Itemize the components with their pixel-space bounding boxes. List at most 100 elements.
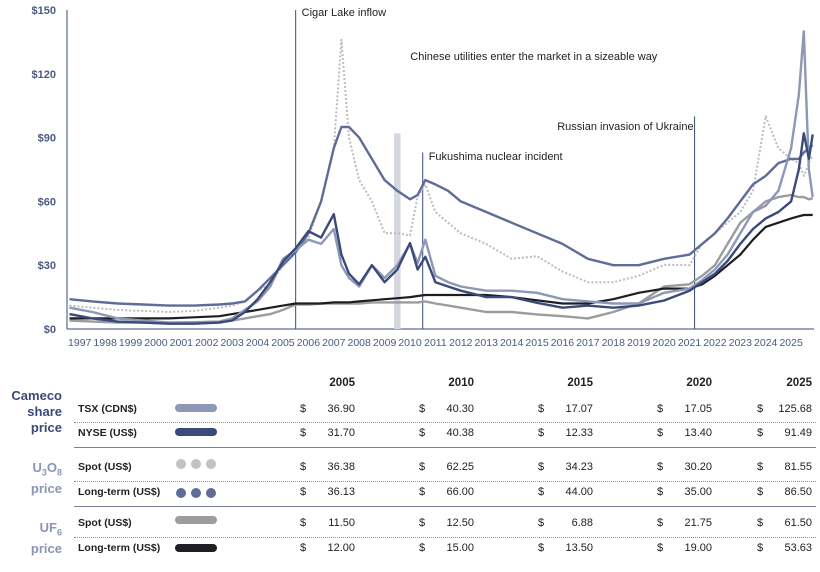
- x-tick-label: 2010: [398, 337, 422, 349]
- value-number: 6.88: [571, 517, 593, 529]
- value-number: 62.25: [446, 461, 474, 473]
- group-label-uf6: UF6 price: [0, 520, 62, 557]
- value-number: 40.38: [446, 427, 474, 439]
- x-tick-label: 2000: [144, 337, 168, 349]
- value-number: 86.50: [784, 486, 812, 498]
- value-cell: $91.49: [757, 427, 812, 441]
- value-cell: $11.50: [300, 517, 355, 531]
- x-tick-label: 2023: [729, 337, 753, 349]
- value-number: 91.49: [784, 427, 812, 439]
- group-label-cameco-line1: Cameco: [11, 388, 62, 403]
- x-tick-label: 2007: [322, 337, 346, 349]
- swatch-uf6-spot: [175, 516, 217, 524]
- x-tick-label: 2019: [627, 337, 651, 349]
- value-number: 30.20: [684, 461, 712, 473]
- value-number: 125.68: [778, 403, 812, 415]
- x-tick-label: 2018: [602, 337, 626, 349]
- x-tick-label: 2022: [703, 337, 727, 349]
- year-header-2020: 2020: [686, 377, 712, 389]
- value-number: 21.75: [684, 517, 712, 529]
- currency-symbol: $: [538, 517, 545, 529]
- annotation-label: Chinese utilities enter the market in a …: [410, 51, 658, 63]
- value-cell: $35.00: [657, 486, 712, 500]
- x-tick-label: 2004: [246, 337, 270, 349]
- value-number: 12.33: [565, 427, 593, 439]
- currency-symbol: $: [300, 427, 307, 439]
- group-label-uf6-line1: UF6: [0, 520, 62, 541]
- group-label-cameco-line3: price: [30, 420, 62, 435]
- swatch-u3o8-longterm-dot-1: [176, 488, 186, 498]
- swatch-u3o8-longterm-dot-2: [191, 488, 201, 498]
- swatch-u3o8-longterm-dot-3: [206, 488, 216, 498]
- y-tick-label: $30: [38, 260, 56, 272]
- x-tick-label: 2014: [500, 337, 524, 349]
- swatch-u3o8-spot-dot-3: [206, 459, 216, 469]
- x-tick-label: 2005: [271, 337, 295, 349]
- x-tick-label: 2016: [551, 337, 575, 349]
- swatch-uf6-longterm: [175, 544, 217, 552]
- row-divider-uf6: [74, 537, 816, 538]
- x-tick-label: 1999: [119, 337, 143, 349]
- currency-symbol: $: [757, 517, 764, 529]
- group-label-u3o8: U3O8 price: [0, 460, 62, 497]
- series-line-uf6-spot-us-: [69, 193, 814, 324]
- value-number: 66.00: [446, 486, 474, 498]
- row-label-u3o8-longterm: Long-term (US$): [78, 486, 161, 498]
- row-divider-cameco: [74, 422, 816, 423]
- currency-symbol: $: [538, 461, 545, 473]
- currency-symbol: $: [657, 542, 664, 554]
- group-label-u3o8-line2: price: [30, 480, 62, 496]
- year-header-2010: 2010: [448, 377, 474, 389]
- value-cell: $12.00: [300, 542, 355, 556]
- value-cell: $12.33: [538, 427, 593, 441]
- currency-symbol: $: [419, 427, 426, 439]
- row-divider-u3o8: [74, 481, 816, 482]
- y-tick-label: $90: [38, 133, 56, 145]
- value-cell: $13.50: [538, 542, 593, 556]
- y-tick-label: $60: [38, 196, 56, 208]
- row-label-tsx: TSX (CDN$): [78, 403, 137, 415]
- annotation-label: Cigar Lake inflow: [302, 7, 386, 19]
- value-number: 13.50: [565, 542, 593, 554]
- value-number: 36.38: [327, 461, 355, 473]
- year-header-2005: 2005: [329, 377, 355, 389]
- value-cell: $13.40: [657, 427, 712, 441]
- value-cell: $40.38: [419, 427, 474, 441]
- swatch-nyse: [175, 428, 217, 436]
- series-line-u3o8-spot-us-: [69, 38, 814, 313]
- value-cell: $19.00: [657, 542, 712, 556]
- annotation-label: Fukushima nuclear incident: [429, 151, 563, 163]
- value-cell: $17.05: [657, 403, 712, 417]
- u3o8-sub8: 8: [56, 467, 62, 478]
- annotation-band: [394, 133, 401, 329]
- value-number: 15.00: [446, 542, 474, 554]
- currency-symbol: $: [538, 542, 545, 554]
- currency-symbol: $: [657, 461, 664, 473]
- value-cell: $62.25: [419, 461, 474, 475]
- currency-symbol: $: [419, 403, 426, 415]
- value-number: 61.50: [784, 517, 812, 529]
- currency-symbol: $: [657, 403, 664, 415]
- y-tick-label: $150: [32, 5, 56, 17]
- row-label-u3o8-spot: Spot (US$): [78, 461, 132, 473]
- value-cell: $6.88: [538, 517, 593, 531]
- value-cell: $53.63: [757, 542, 812, 556]
- series-line-cameco-nyse-us-: [69, 132, 814, 325]
- value-cell: $86.50: [757, 486, 812, 500]
- x-tick-label: 2011: [424, 337, 447, 349]
- group-label-cameco-line2: share: [27, 404, 62, 419]
- value-number: 13.40: [684, 427, 712, 439]
- x-tick-label: 2015: [525, 337, 549, 349]
- value-cell: $40.30: [419, 403, 474, 417]
- currency-symbol: $: [757, 542, 764, 554]
- currency-symbol: $: [300, 461, 307, 473]
- value-number: 17.07: [565, 403, 593, 415]
- currency-symbol: $: [657, 427, 664, 439]
- y-tick-label: $120: [32, 69, 56, 81]
- group-divider-1: [74, 447, 816, 448]
- value-number: 36.13: [327, 486, 355, 498]
- x-tick-label: 2024: [754, 337, 778, 349]
- group-label-cameco: Cameco share price: [0, 388, 62, 436]
- value-number: 17.05: [684, 403, 712, 415]
- swatch-tsx: [175, 404, 217, 412]
